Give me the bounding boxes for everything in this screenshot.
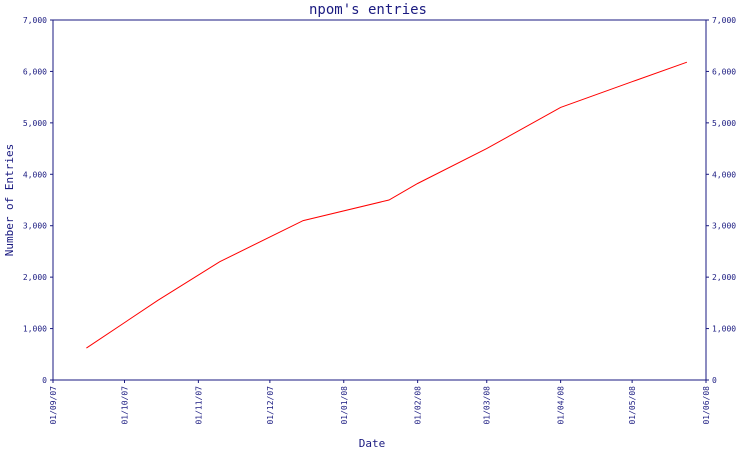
chart-title: npom's entries <box>309 2 427 18</box>
series-line <box>86 61 688 349</box>
x-tick-label: 01/06/08 <box>702 386 711 425</box>
x-tick-label: 01/04/08 <box>557 386 566 425</box>
x-tick-label: 01/01/08 <box>340 386 349 425</box>
y-tick-label: 7,000 <box>23 16 47 25</box>
y-axis-left: 0 1,000 2,000 3,000 4,000 5,000 6,000 7,000 <box>23 16 53 385</box>
plot-area <box>52 19 707 381</box>
y-tick-label-right: 3,000 <box>712 222 736 231</box>
y-tick-label-right: 5,000 <box>712 119 736 128</box>
y-tick-label-right: 0 <box>712 376 717 385</box>
x-tick-label: 01/09/07 <box>49 386 58 425</box>
y-tick-label: 5,000 <box>23 119 47 128</box>
y-axis-title: Number of Entries <box>3 144 16 257</box>
y-tick-label: 3,000 <box>23 222 47 231</box>
x-axis: 01/09/07 01/10/07 01/11/07 01/12/07 01/01/08… <box>49 380 711 425</box>
series-layer <box>86 61 688 349</box>
y-axis-right: 0 1,000 2,000 3,000 4,000 5,000 6,000 7,000 <box>706 16 736 385</box>
y-tick-label-right: 6,000 <box>712 67 736 76</box>
x-tick-label: 01/10/07 <box>120 386 129 425</box>
y-tick-label: 0 <box>42 376 47 385</box>
y-tick-label: 4,000 <box>23 170 47 179</box>
x-tick-label: 01/05/08 <box>628 386 637 425</box>
y-tick-label: 1,000 <box>23 325 47 334</box>
y-tick-label-right: 2,000 <box>712 273 736 282</box>
x-tick-label: 01/02/08 <box>414 386 423 425</box>
x-tick-label: 01/11/07 <box>194 386 203 425</box>
y-tick-label-right: 4,000 <box>712 170 736 179</box>
y-tick-label-right: 1,000 <box>712 325 736 334</box>
x-axis-title: Date <box>359 437 386 450</box>
y-tick-label-right: 7,000 <box>712 16 736 25</box>
y-tick-label: 2,000 <box>23 273 47 282</box>
y-tick-label: 6,000 <box>23 67 47 76</box>
x-tick-label: 01/03/08 <box>483 386 492 425</box>
x-tick-label: 01/12/07 <box>266 386 275 425</box>
